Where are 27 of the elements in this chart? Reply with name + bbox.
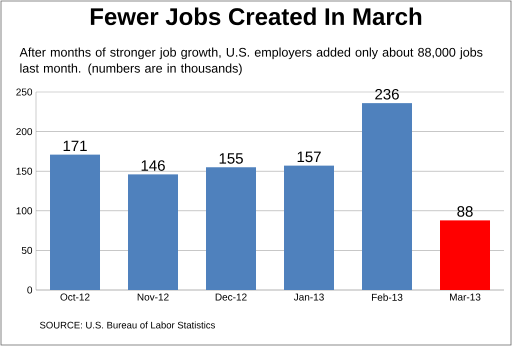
data-label: 155 [220, 153, 243, 164]
data-label: 171 [64, 140, 87, 152]
y-tick-label: 50 [22, 246, 32, 254]
y-tick-label: 250 [16, 88, 32, 96]
x-tick-label: Jan-13 [294, 294, 324, 301]
x-tick-label: Nov-12 [138, 294, 169, 301]
chart-subtitle: After months of stronger job growth, U.S. employers added only about 88,000 jobs last month. (numbers are in thousands) [20, 48, 482, 76]
data-label: 146 [142, 160, 165, 171]
bar [128, 174, 178, 290]
x-tick-label: Mar-13 [450, 294, 480, 301]
bar [440, 220, 490, 290]
bar [206, 167, 256, 290]
data-label: 157 [298, 152, 321, 162]
y-tick-label: 150 [16, 168, 32, 175]
y-tick-label: 200 [16, 128, 32, 136]
data-label: 236 [375, 88, 399, 100]
source-note: SOURCE: U.S. Bureau of Labor Statistics [40, 322, 215, 328]
y-tick-label: 0 [27, 286, 32, 294]
y-tick-label: 100 [16, 207, 32, 214]
x-tick-label: Feb-13 [372, 294, 402, 301]
bar [362, 103, 412, 290]
x-tick-label: Dec-12 [216, 294, 247, 301]
bar [284, 166, 334, 290]
chart-title: Fewer Jobs Created In March [90, 8, 422, 26]
bar [50, 154, 100, 290]
x-tick-label: Oct-12 [60, 294, 90, 301]
data-label: 88 [457, 206, 473, 217]
